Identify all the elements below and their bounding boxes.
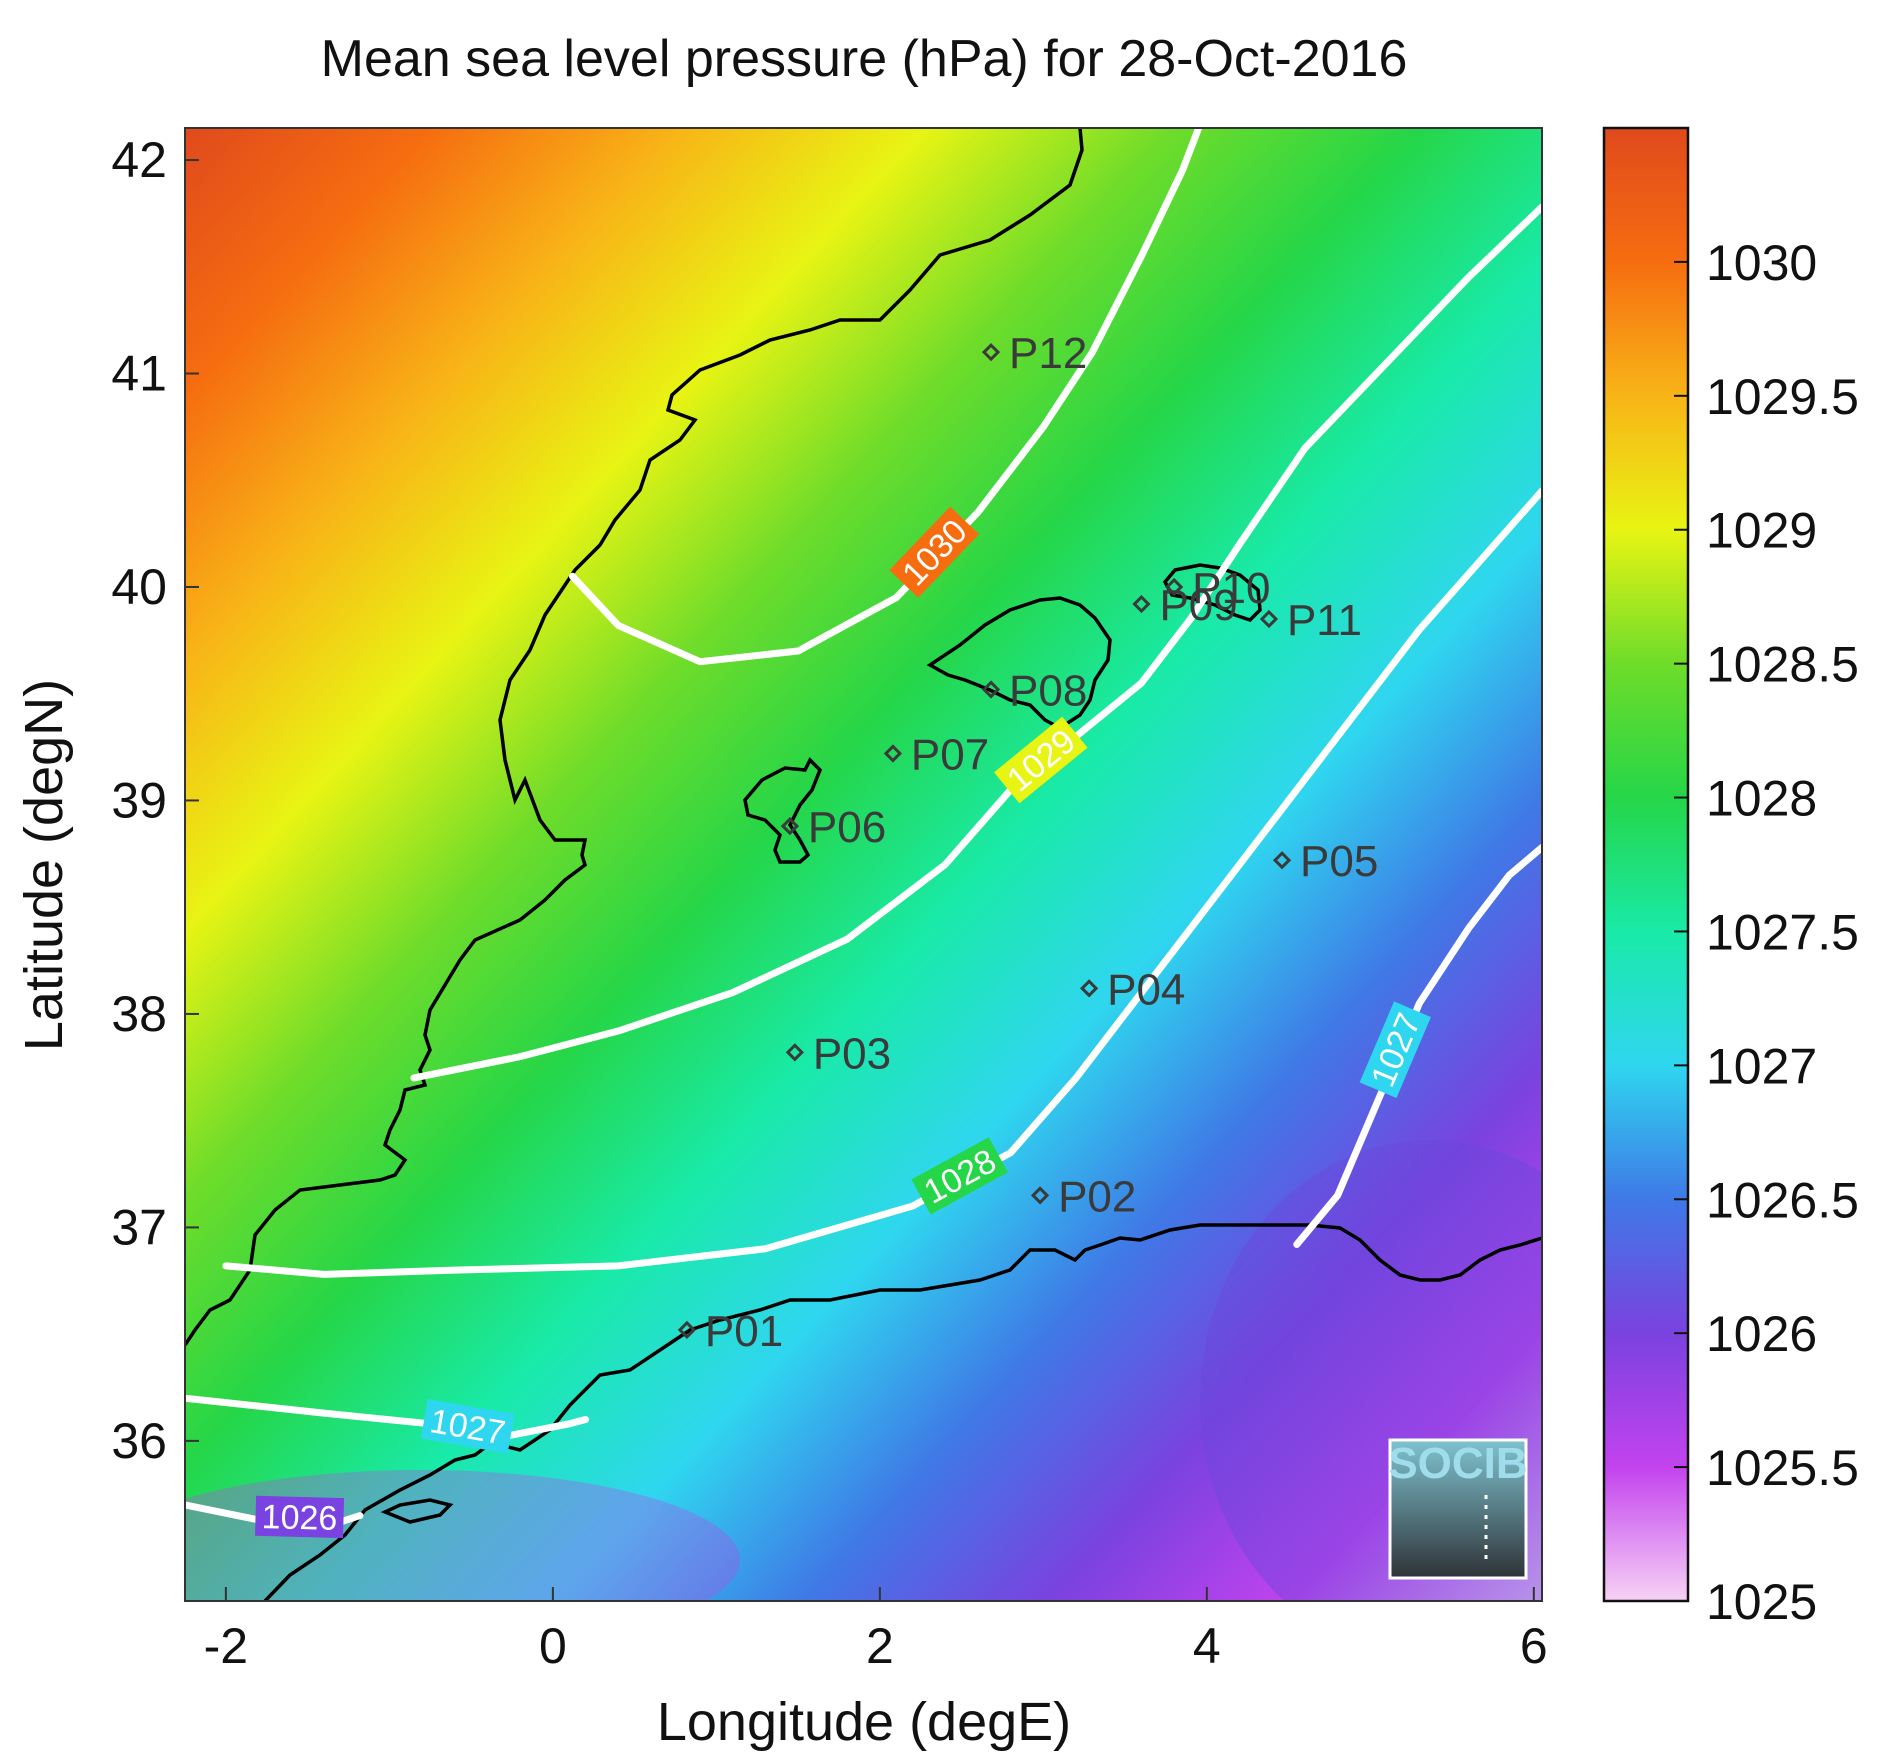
- y-axis-label: Latitude (degN): [14, 679, 74, 1051]
- station-p07[interactable]: P07: [883, 730, 989, 779]
- socib-logo: SOCIB: [1388, 1438, 1528, 1580]
- colorbar-tick-label: 1026: [1706, 1306, 1817, 1362]
- isobar-label: 1027: [420, 1399, 515, 1454]
- x-tick-label: 0: [539, 1618, 567, 1674]
- ibiza-island: [743, 757, 823, 864]
- colorbar-tick-label: 1028: [1706, 771, 1817, 827]
- isobar-label-text: 1026: [261, 1498, 338, 1538]
- isobar-line: [568, 128, 1203, 666]
- colorbar-tick-label: 1030: [1706, 235, 1817, 291]
- station-p05[interactable]: P05: [1272, 837, 1378, 886]
- y-tick-label: 38: [111, 986, 167, 1042]
- y-tick-label: 40: [111, 559, 167, 615]
- colorbar-tick-label: 1029.5: [1706, 369, 1859, 425]
- isobar-label-background: [889, 506, 980, 598]
- north-africa-coastline: [263, 1223, 1542, 1601]
- isobar-label-background: [420, 1399, 515, 1454]
- y-tick-label: 36: [111, 1413, 167, 1469]
- y-axis-ticks: 36 37 38 39 40 41 42: [111, 132, 199, 1469]
- plot-frame: [184, 127, 1543, 1602]
- x-axis-ticks: -2 0 2 4 6: [204, 1587, 1548, 1674]
- station-marker-icon: [1030, 1186, 1050, 1205]
- station-p03[interactable]: P03: [785, 1029, 891, 1078]
- station-marker-icon: [883, 744, 903, 763]
- y-tick-label: 37: [111, 1199, 167, 1255]
- y-tick-label: 42: [111, 132, 167, 188]
- station-marker-icon: [1259, 609, 1279, 629]
- colorbar-ticks: 1025 1025.5 1026 1026.5 1027 1027.5 1028 1028.5…: [1674, 235, 1859, 1630]
- isobar-label-background: [1359, 1001, 1431, 1099]
- station-marker-icon: [981, 680, 1001, 699]
- station-label: P02: [1058, 1172, 1136, 1221]
- station-label: P11: [1287, 596, 1362, 645]
- station-label: P10: [1192, 564, 1270, 613]
- iberian-coastline: [185, 128, 1084, 1346]
- colorbar-tick-label: 1026.5: [1706, 1172, 1859, 1228]
- station-marker-icon: [780, 816, 800, 836]
- station-marker-icon: [1165, 577, 1184, 597]
- station-p11[interactable]: P11: [1259, 596, 1362, 645]
- station-label: P04: [1107, 965, 1185, 1014]
- isobar-line: [1293, 843, 1542, 1248]
- station-p02[interactable]: P02: [1030, 1172, 1136, 1221]
- station-label: P06: [808, 803, 886, 852]
- x-axis-label: Longitude (degE): [657, 1692, 1071, 1752]
- colorbar-tick-label: 1025: [1706, 1574, 1817, 1630]
- isobar-label-background: [255, 1495, 345, 1539]
- station-marker-icon: [1272, 851, 1292, 870]
- station-p06[interactable]: P06: [780, 803, 886, 852]
- station-label: P01: [705, 1307, 783, 1356]
- station-label: P03: [813, 1029, 891, 1078]
- colorbar-tick-label: 1027.5: [1706, 904, 1859, 960]
- colorbar-scale: [1602, 126, 1690, 1603]
- menorca-island: [1162, 563, 1262, 623]
- colorbar-tick-label: 1025.5: [1706, 1440, 1859, 1496]
- station-p10[interactable]: P10: [1165, 564, 1270, 613]
- x-tick-label: 4: [1193, 1618, 1221, 1674]
- mallorca-island: [926, 596, 1112, 731]
- x-tick-label: 2: [866, 1618, 894, 1674]
- isobar-label: 1026: [255, 1495, 345, 1539]
- station-p12[interactable]: P12: [981, 329, 1087, 378]
- station-label: P05: [1300, 837, 1378, 886]
- isobar-label-background: [911, 1137, 1008, 1215]
- y-tick-label: 41: [111, 346, 167, 402]
- station-marker-icon: [1079, 979, 1099, 998]
- station-label: P12: [1009, 329, 1087, 378]
- colorbar: 1025 1025.5 1026 1026.5 1027 1027.5 1028 1028.5…: [1602, 126, 1859, 1630]
- station-label: P07: [911, 730, 989, 779]
- colorbar-tick-label: 1029: [1706, 503, 1817, 559]
- station-p09[interactable]: P09: [1132, 581, 1238, 630]
- svg-text:SOCIB: SOCIB: [1388, 1439, 1527, 1488]
- map-title: Mean sea level pressure (hPa) for 28-Oct…: [321, 30, 1408, 88]
- station-p04[interactable]: P04: [1079, 965, 1185, 1014]
- y-tick-label: 39: [111, 772, 167, 828]
- station-marker-icon: [677, 1320, 697, 1340]
- pressure-field: [185, 128, 1542, 1601]
- station-marker-icon: [1132, 594, 1151, 614]
- station-p01[interactable]: P01: [677, 1307, 783, 1356]
- colorbar-tick-label: 1028.5: [1706, 637, 1859, 693]
- low-pressure-region-south: [185, 1470, 740, 1601]
- isobar-label-background: [994, 716, 1088, 804]
- low-pressure-region: [1200, 1140, 1542, 1601]
- station-p08[interactable]: P08: [981, 666, 1087, 715]
- x-tick-label: -2: [204, 1618, 248, 1674]
- station-marker-icon: [785, 1043, 804, 1062]
- station-label: P09: [1159, 581, 1237, 630]
- isobar-line: [222, 487, 1542, 1278]
- station-label: P08: [1009, 666, 1087, 715]
- colorbar-tick-label: 1027: [1706, 1038, 1817, 1094]
- north-africa-coastline-west: [380, 1498, 454, 1524]
- x-tick-label: 6: [1520, 1618, 1548, 1674]
- station-marker-icon: [981, 343, 1001, 362]
